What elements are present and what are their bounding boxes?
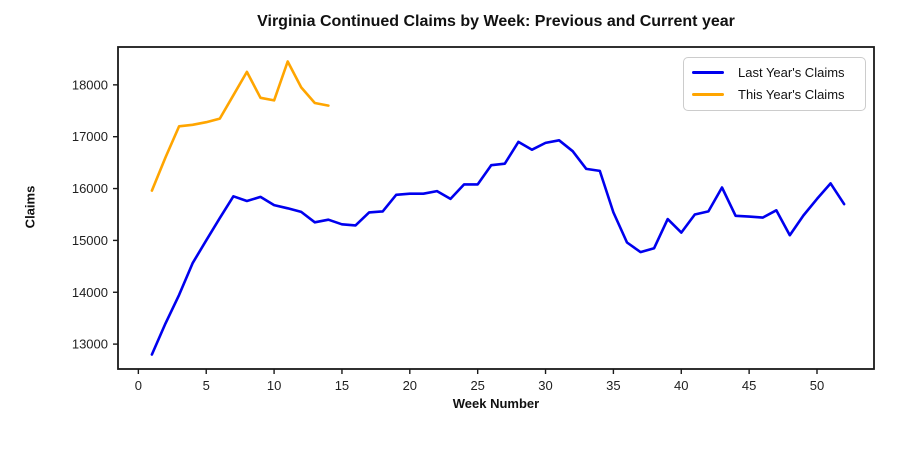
x-tick-label: 40 <box>674 378 688 393</box>
x-tick-label: 10 <box>267 378 281 393</box>
x-tick-label: 25 <box>470 378 484 393</box>
y-tick-label: 16000 <box>72 181 108 196</box>
legend-label-this-year: This Year's Claims <box>738 87 845 102</box>
y-tick-label: 18000 <box>72 77 108 92</box>
y-axis-label: Claims <box>22 185 38 229</box>
x-tick-label: 0 <box>135 378 142 393</box>
x-tick-label: 50 <box>810 378 824 393</box>
legend: Last Year's Claims This Year's Claims <box>683 57 866 111</box>
plot-border <box>117 46 875 370</box>
this-year-claims-line <box>150 60 330 192</box>
chart-title: Virginia Continued Claims by Week: Previ… <box>257 13 735 30</box>
legend-item-this-year: This Year's Claims <box>692 86 855 103</box>
x-tick-label: 5 <box>203 378 210 393</box>
y-tick-label: 17000 <box>72 129 108 144</box>
legend-label-last-year: Last Year's Claims <box>738 65 845 80</box>
last-year-claims-line <box>150 139 846 356</box>
x-tick-label: 20 <box>403 378 417 393</box>
last-year-line-swatch <box>692 71 724 74</box>
y-tick-label: 15000 <box>72 233 108 248</box>
x-tick-label: 15 <box>335 378 349 393</box>
this-year-line-swatch <box>692 93 724 96</box>
x-tick-label: 45 <box>742 378 756 393</box>
x-tick-label: 30 <box>538 378 552 393</box>
x-axis-label: Week Number <box>452 396 540 411</box>
legend-item-last-year: Last Year's Claims <box>692 64 855 81</box>
y-tick-label: 13000 <box>72 337 108 352</box>
y-tick-label: 14000 <box>72 285 108 300</box>
x-tick-label: 35 <box>606 378 620 393</box>
